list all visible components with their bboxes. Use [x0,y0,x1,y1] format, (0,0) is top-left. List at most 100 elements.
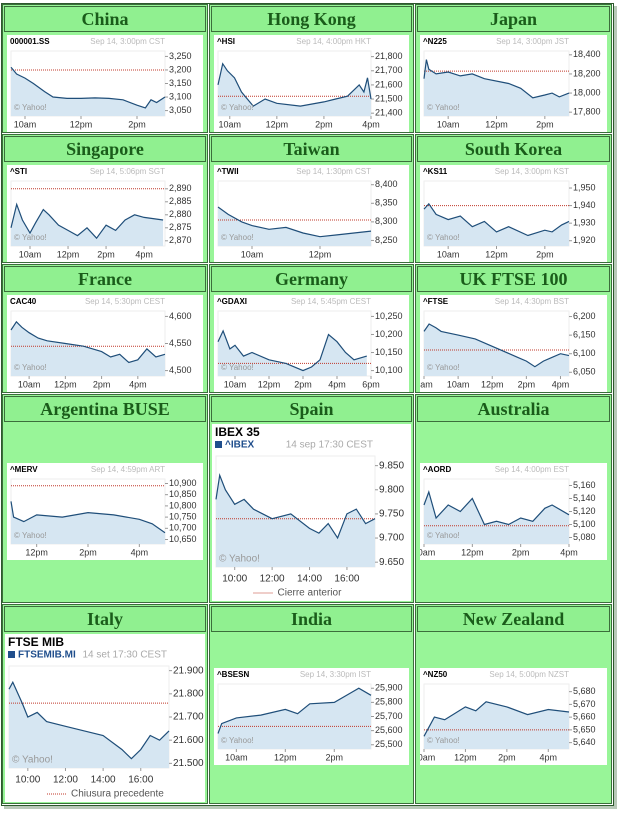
market-cell: Italy FTSE MIB FTSEMIB.MI 14 set 17:30 CEST… [2,604,208,804]
market-cell: Hong Kong ^HSI Sep 14, 4:00pm HKT 21,400 21,… [209,4,414,133]
chart-box: 000001.SS Sep 14, 3:00pm CST 3,050 3,100 3,1… [7,35,203,132]
y-tick-label: 1,920 [573,235,596,245]
y-tick-label: 5,660 [573,712,596,722]
y-tick-label: 21,500 [375,93,403,103]
area-fill [216,475,375,567]
y-tick-label: 5,650 [573,724,596,734]
y-tick-label: 9.700 [379,533,404,544]
credit: © Yahoo! [427,233,460,242]
timestamp: Sep 14, 3:00pm KST [495,167,569,176]
legend-swatch [215,441,222,448]
chart: 000001.SS Sep 14, 3:00pm CST 3,050 3,100 3,1… [10,37,192,129]
market-title: France [4,266,206,292]
x-tick-label: 12pm [485,119,508,129]
y-tick-label: 3,100 [169,91,192,101]
market-cell: New Zealand ^NZ50 Sep 14, 5:00pm NZST 5,640… [413,604,612,804]
chart: ^AORD Sep 14, 4:00pm EST 5,080 5,100 5,120 5,… [413,465,596,557]
timestamp: Sep 14, 3:00pm CST [90,37,165,46]
y-tick-label: 5,640 [573,737,596,747]
symbol: CAC40 [10,297,37,306]
x-tick-label: 10am [420,547,435,557]
chart-box: ^NZ50 Sep 14, 5:00pm NZST 5,640 5,650 5,660 5… [413,668,607,765]
market-cell: Taiwan ^TWII Sep 14, 1:30pm CST 8,250 8,300 8… [209,134,414,263]
chart-title: IBEX 35 [215,425,260,439]
x-tick-label: 10am [224,379,247,389]
legend-symbol: ^IBEX [225,440,255,451]
timestamp: Sep 14, 4:30pm BST [495,297,569,306]
y-tick-label: 3,250 [169,51,192,61]
timestamp: 14 sep 17:30 CEST [286,440,373,451]
y-tick-label: 25,900 [375,683,403,693]
y-tick-label: 10,150 [375,347,403,357]
y-tick-label: 5,120 [573,506,596,516]
x-tick-label: 12pm [25,547,48,557]
y-tick-label: 5,670 [573,699,596,709]
x-tick-label: 10am [437,249,460,259]
area-fill [424,59,569,116]
price-line [217,687,372,734]
symbol: ^N225 [423,37,447,46]
y-tick-label: 10,200 [375,329,403,339]
chart-box: ^TWII Sep 14, 1:30pm CST 8,250 8,300 8,350 8,… [214,165,409,262]
credit: © Yahoo! [427,363,460,372]
symbol: ^FTSE [423,297,449,306]
chart-box: ^N225 Sep 14, 3:00pm JST 17,800 18,000 18,20… [420,35,607,132]
y-tick-label: 5,140 [573,493,596,503]
x-tick-label: 8am [420,379,433,389]
market-cell: South Korea ^KS11 Sep 14, 3:00pm KST 1,920 1… [415,134,612,263]
chart-box: ^GDAXI Sep 14, 5:45pm CEST 10,100 10,150 10,… [214,295,409,392]
timestamp: Sep 14, 4:59pm ART [91,465,165,474]
y-tick-label: 3,200 [169,64,192,74]
x-tick-label: 10am [241,249,264,259]
symbol: ^NZ50 [423,670,448,679]
symbol: ^AORD [423,465,451,474]
chart-box: ^KS11 Sep 14, 3:00pm KST 1,920 1,930 1,940 1,… [420,165,607,262]
y-tick-label: 10,650 [169,534,197,544]
market-title: China [4,6,206,32]
x-tick-label: 10:00 [15,775,40,786]
area-fill [11,321,165,376]
credit: © Yahoo! [221,103,254,112]
symbol: ^HSI [217,37,235,46]
x-tick-label: 10am [447,379,470,389]
x-tick-label: 12pm [57,249,80,259]
y-tick-label: 21,700 [375,65,403,75]
y-tick-label: 6,200 [573,311,596,321]
market-title: New Zealand [417,606,610,632]
legend-symbol: FTSEMIB.MI [18,650,76,661]
y-tick-label: 9.650 [379,557,404,568]
y-tick-label: 6,100 [573,348,596,358]
x-tick-label: 10am [18,379,41,389]
y-tick-label: 2,870 [169,235,192,245]
x-tick-label: 4pm [131,547,149,557]
credit: © Yahoo! [219,554,260,565]
y-tick-label: 1,940 [573,200,596,210]
credit: © Yahoo! [14,531,47,540]
x-tick-label: 12pm [274,752,297,762]
credit: © Yahoo! [14,103,47,112]
price-line [10,66,166,109]
x-tick-label: 16:00 [128,775,153,786]
market-title: Hong Kong [211,6,412,32]
y-tick-label: 5,680 [573,686,596,696]
market-title: UK FTSE 100 [417,266,610,292]
x-tick-label: 2pm [536,249,554,259]
chart: ^TWII Sep 14, 1:30pm CST 8,250 8,300 8,350 8,… [217,167,398,259]
chart: ^N225 Sep 14, 3:00pm JST 17,800 18,000 18,20… [423,37,601,129]
x-tick-label: 4pm [328,379,346,389]
x-tick-label: 4pm [560,547,578,557]
market-cell: UK FTSE 100 ^FTSE Sep 14, 4:30pm BST 6,050 6… [415,264,612,393]
credit: © Yahoo! [221,736,254,745]
market-cell: Australia ^AORD Sep 14, 4:00pm EST 5,080 5,1… [413,394,612,603]
chart-box: ^MERV Sep 14, 4:59pm ART 10,650 10,700 10,75… [7,463,203,560]
footnote: Cierre anterior [278,588,343,599]
chart-box: ^BSESN Sep 14, 3:30pm IST 25,500 25,600 25,7… [214,668,409,765]
x-tick-label: 2pm [315,119,333,129]
symbol: ^GDAXI [217,297,247,306]
y-tick-label: 25,800 [375,697,403,707]
y-tick-label: 21.900 [173,665,204,676]
market-title: Taiwan [211,136,412,162]
chart: ^HSI Sep 14, 4:00pm HKT 21,400 21,500 21,600… [217,37,403,129]
